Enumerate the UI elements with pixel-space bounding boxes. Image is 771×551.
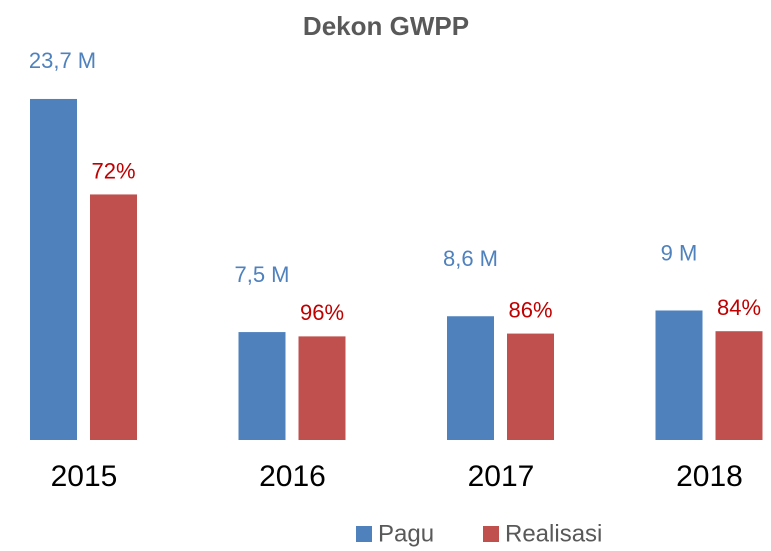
data-label: 96% <box>300 300 344 325</box>
chart-title: Dekon GWPP <box>303 11 469 41</box>
data-label: 9 M <box>661 240 698 265</box>
data-label: 7,5 M <box>234 262 289 287</box>
bar <box>238 332 286 440</box>
data-label: 84% <box>717 295 761 320</box>
data-label: 86% <box>508 297 552 322</box>
x-tick-label: 2017 <box>468 460 535 493</box>
x-tick-label: 2015 <box>51 460 118 493</box>
bar <box>507 333 554 440</box>
bar <box>655 310 703 440</box>
legend-label: Pagu <box>378 520 434 547</box>
data-label: 8,6 M <box>443 246 498 271</box>
x-tick-label: 2016 <box>259 460 326 493</box>
data-label: 72% <box>91 158 135 183</box>
bar <box>30 98 77 440</box>
legend-swatch <box>356 526 372 542</box>
data-label: 23,7 M <box>29 48 96 73</box>
bar <box>447 316 494 440</box>
legend-label: Realisasi <box>505 520 602 547</box>
x-tick-label: 2018 <box>676 460 743 493</box>
bar <box>90 194 137 440</box>
legend-swatch <box>483 526 499 542</box>
bar <box>298 336 346 440</box>
bar <box>715 331 763 440</box>
